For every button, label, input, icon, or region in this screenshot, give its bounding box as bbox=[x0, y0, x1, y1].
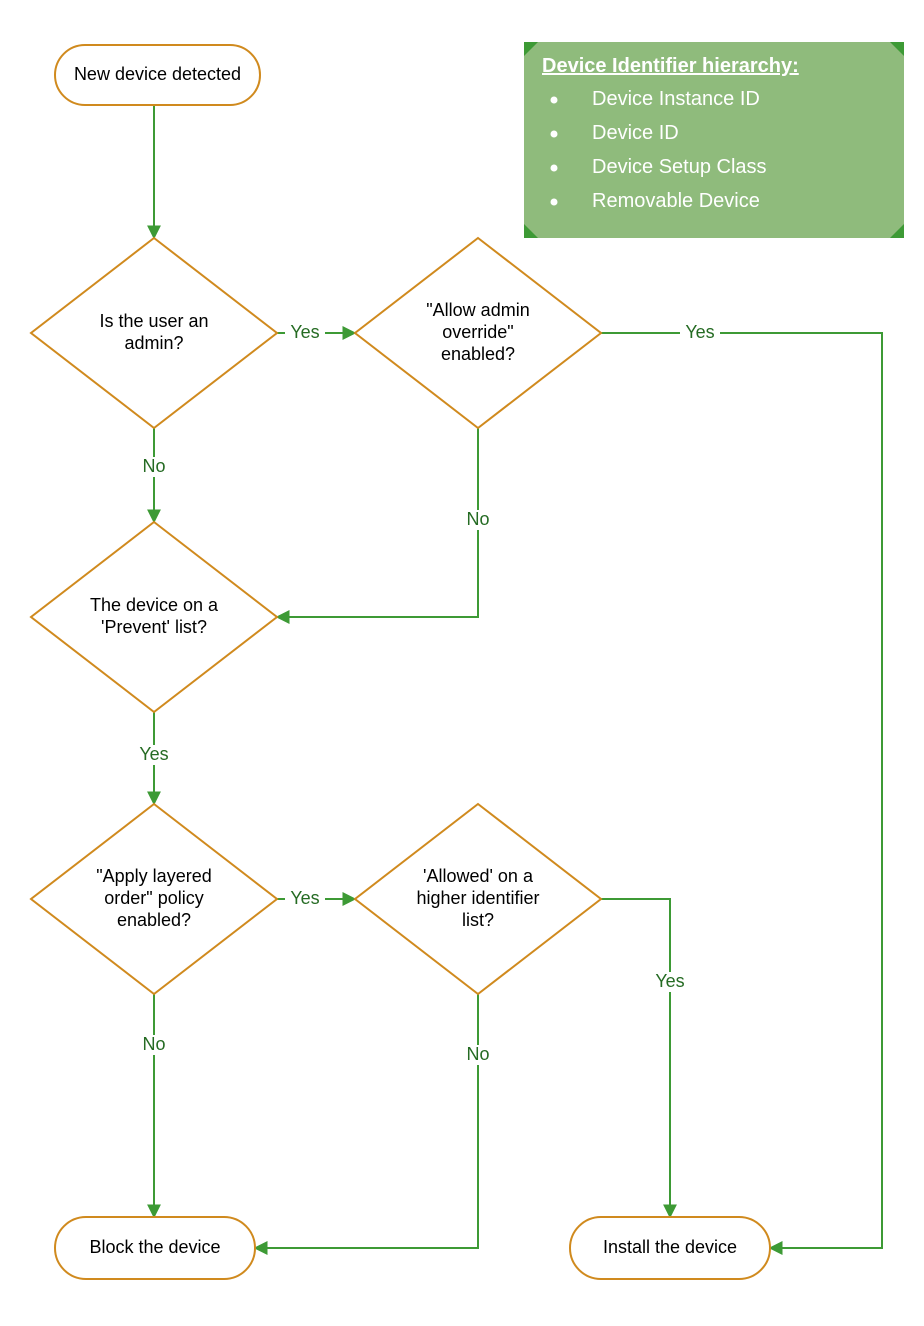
node-prevent: The device on a'Prevent' list? bbox=[31, 522, 277, 712]
edge-1-label: Yes bbox=[290, 322, 319, 342]
node-admin-text: admin? bbox=[124, 333, 183, 353]
node-higher: 'Allowed' on ahigher identifierlist? bbox=[355, 804, 601, 994]
edge-3: Yes bbox=[601, 322, 882, 1248]
legend-bullet bbox=[551, 199, 558, 206]
edge-7-label: No bbox=[142, 1034, 165, 1054]
node-higher-text: higher identifier bbox=[416, 888, 539, 908]
edge-8-label: No bbox=[466, 1044, 489, 1064]
node-override-text: enabled? bbox=[441, 344, 515, 364]
edge-2-label: No bbox=[142, 456, 165, 476]
node-override-text: override" bbox=[442, 322, 513, 342]
node-install: Install the device bbox=[570, 1217, 770, 1279]
node-prevent-text: The device on a bbox=[90, 595, 219, 615]
node-layered: "Apply layeredorder" policyenabled? bbox=[31, 804, 277, 994]
edge-1: Yes bbox=[277, 322, 355, 343]
edge-8: No bbox=[255, 994, 496, 1248]
edge-3-label: Yes bbox=[685, 322, 714, 342]
node-start: New device detected bbox=[55, 45, 260, 105]
legend-item: Device ID bbox=[592, 122, 679, 144]
legend-title: Device Identifier hierarchy: bbox=[542, 55, 799, 77]
legend-item: Device Setup Class bbox=[592, 156, 767, 178]
edge-6-label: Yes bbox=[290, 888, 319, 908]
edge-4-label: No bbox=[466, 509, 489, 529]
node-higher-text: list? bbox=[462, 910, 494, 930]
node-start-text: New device detected bbox=[74, 64, 241, 84]
edge-5-label: Yes bbox=[139, 744, 168, 764]
node-admin-text: Is the user an bbox=[99, 311, 208, 331]
legend-bullet bbox=[551, 165, 558, 172]
node-block: Block the device bbox=[55, 1217, 255, 1279]
node-install-text: Install the device bbox=[603, 1237, 737, 1257]
node-admin: Is the user anadmin? bbox=[31, 238, 277, 428]
edge-9: Yes bbox=[601, 899, 690, 1217]
node-layered-text: order" policy bbox=[104, 888, 203, 908]
edge-6: Yes bbox=[277, 888, 355, 909]
edge-2: No bbox=[136, 428, 172, 522]
node-block-text: Block the device bbox=[89, 1237, 220, 1257]
node-override-text: "Allow admin bbox=[426, 300, 529, 320]
edge-4: No bbox=[277, 428, 496, 617]
legend-bullet bbox=[551, 97, 558, 104]
edge-9-label: Yes bbox=[655, 971, 684, 991]
node-layered-text: "Apply layered bbox=[96, 866, 211, 886]
legend-box: Device Identifier hierarchy: Device Insta… bbox=[524, 42, 904, 238]
node-prevent-text: 'Prevent' list? bbox=[101, 617, 207, 637]
legend-item: Removable Device bbox=[592, 190, 760, 212]
legend-bullet bbox=[551, 131, 558, 138]
node-higher-text: 'Allowed' on a bbox=[423, 866, 534, 886]
edge-7: No bbox=[136, 994, 172, 1217]
edge-5: Yes bbox=[134, 712, 174, 804]
legend-item: Device Instance ID bbox=[592, 88, 760, 110]
node-layered-text: enabled? bbox=[117, 910, 191, 930]
node-override: "Allow adminoverride"enabled? bbox=[355, 238, 601, 428]
